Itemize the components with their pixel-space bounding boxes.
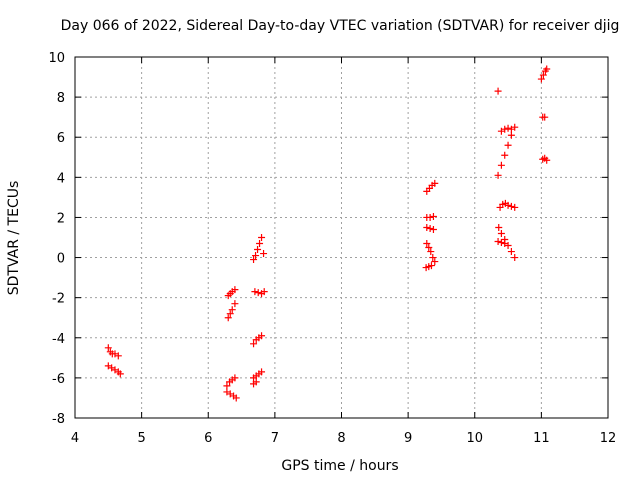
- y-tick-label: 2: [57, 211, 65, 226]
- data-point: [226, 310, 234, 318]
- data-point: [494, 87, 502, 95]
- data-point: [250, 256, 258, 264]
- x-tick-label: 5: [137, 431, 145, 446]
- data-point: [507, 202, 515, 210]
- data-point: [511, 203, 519, 211]
- y-tick-label: -4: [52, 332, 65, 347]
- chart-title: Day 066 of 2022, Sidereal Day-to-day VTE…: [61, 18, 620, 34]
- data-point: [507, 131, 515, 139]
- y-tick-label: -2: [52, 292, 65, 307]
- data-point: [429, 254, 437, 262]
- data-point: [252, 252, 260, 260]
- x-tick-label: 4: [71, 431, 79, 446]
- y-tick-label: -6: [52, 372, 65, 387]
- x-axis-ticks: 4 5 6 7 8 9 10 11 12: [71, 57, 616, 446]
- y-axis-title: SDTVAR / TECUs: [6, 181, 22, 296]
- data-point: [539, 71, 547, 79]
- grid-lines: [75, 57, 608, 418]
- data-point: [497, 161, 505, 169]
- data-point: [494, 171, 502, 179]
- data-point: [252, 378, 260, 386]
- data-point: [254, 289, 262, 297]
- y-tick-label: 6: [57, 131, 65, 146]
- data-point: [501, 151, 509, 159]
- data-points: [104, 65, 551, 402]
- data-point: [543, 65, 551, 73]
- data-point: [497, 229, 505, 237]
- data-point: [260, 288, 268, 296]
- x-tick-label: 10: [466, 431, 483, 446]
- data-point: [250, 340, 258, 348]
- x-tick-label: 7: [271, 431, 279, 446]
- data-point: [426, 213, 434, 221]
- data-point: [504, 141, 512, 149]
- data-point: [258, 368, 266, 376]
- y-tick-label: -8: [52, 412, 65, 427]
- data-point: [497, 239, 505, 247]
- data-point: [494, 238, 502, 246]
- data-point: [431, 258, 439, 266]
- plot-frame: [74, 56, 609, 419]
- data-point: [507, 248, 515, 256]
- data-point: [223, 382, 231, 390]
- data-point: [425, 244, 433, 252]
- x-tick-label: 11: [533, 431, 550, 446]
- data-point: [224, 314, 232, 322]
- x-axis-title: GPS time / hours: [281, 458, 398, 474]
- data-point: [231, 286, 239, 294]
- data-point: [232, 394, 240, 402]
- data-point: [251, 288, 259, 296]
- x-tick-label: 9: [404, 431, 412, 446]
- data-point: [429, 212, 437, 220]
- data-point: [254, 246, 262, 254]
- data-point: [501, 240, 509, 248]
- data-point: [258, 332, 266, 340]
- y-tick-label: 0: [57, 252, 65, 267]
- x-tick-label: 12: [600, 431, 617, 446]
- data-point: [495, 223, 503, 231]
- data-point: [537, 75, 545, 83]
- data-point: [228, 306, 236, 314]
- data-point: [427, 262, 435, 270]
- y-tick-label: 8: [57, 91, 65, 106]
- data-point: [231, 300, 239, 308]
- y-tick-label: 10: [48, 51, 65, 66]
- data-point: [504, 201, 512, 209]
- data-point: [260, 250, 268, 258]
- data-point: [426, 224, 434, 232]
- data-point: [501, 125, 509, 133]
- data-point: [114, 352, 122, 360]
- data-point: [256, 240, 264, 248]
- y-tick-label: 4: [57, 171, 65, 186]
- x-tick-label: 8: [337, 431, 345, 446]
- data-point: [504, 124, 512, 132]
- data-point: [541, 113, 549, 121]
- data-point: [231, 374, 239, 382]
- data-point: [429, 225, 437, 233]
- data-point: [423, 240, 431, 248]
- data-point: [543, 156, 551, 164]
- x-tick-label: 6: [204, 431, 212, 446]
- data-point: [431, 179, 439, 187]
- data-point: [511, 254, 519, 262]
- data-point: [427, 248, 435, 256]
- y-axis-ticks: -8 -6 -4 -2 0 2 4 6 8 10: [48, 51, 608, 427]
- data-point: [258, 234, 266, 241]
- data-point: [423, 223, 431, 231]
- data-point: [116, 370, 124, 378]
- data-point: [511, 123, 519, 131]
- data-point: [104, 344, 112, 352]
